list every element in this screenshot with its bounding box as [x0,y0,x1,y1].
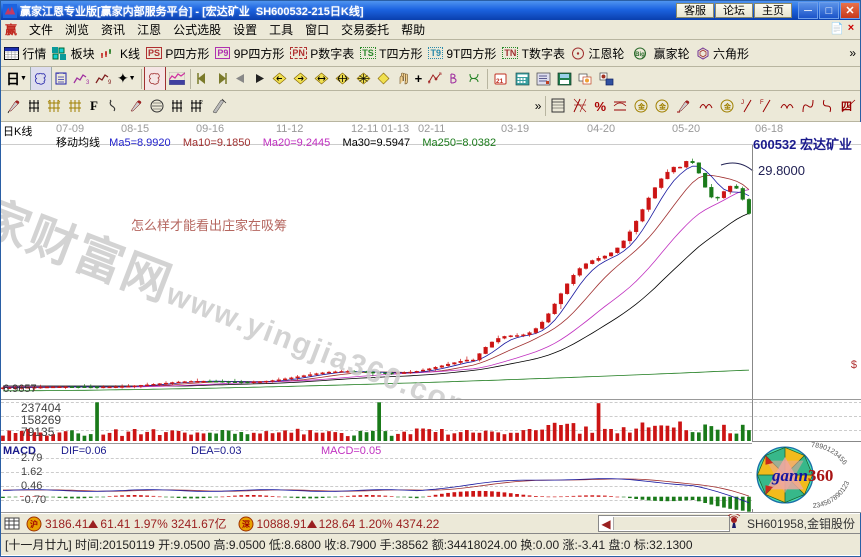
svg-text:金: 金 [637,102,646,111]
svg-text:沪: 沪 [30,519,38,529]
svg-text:深: 深 [242,519,250,529]
svg-text:9: 9 [108,80,111,85]
svg-text:金: 金 [658,102,667,111]
svg-text:2: 2 [200,100,203,106]
svg-text:3: 3 [86,80,89,85]
svg-text:7890123456: 7890123456 [811,442,848,466]
svg-text:21: 21 [496,78,504,85]
svg-text:F: F [90,98,98,113]
svg-text:金: 金 [723,102,732,111]
svg-text:Big: Big [636,52,646,58]
svg-text:F: F [760,100,764,106]
svg-text:J: J [741,100,744,106]
svg-text:234567890123: 234567890123 [812,480,851,509]
